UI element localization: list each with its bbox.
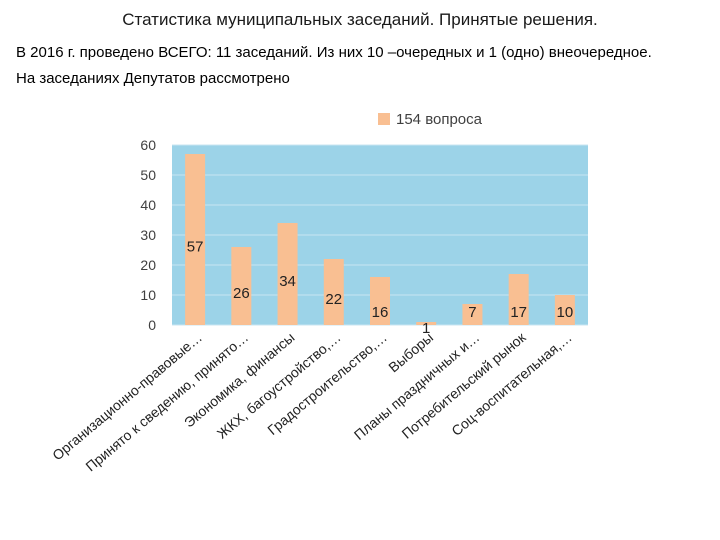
y-tick-label: 40 [140,197,156,213]
bar [277,223,298,325]
bar [231,247,252,325]
y-tick-label: 50 [140,167,156,183]
data-label: 17 [510,304,527,321]
data-label: 1 [422,320,430,337]
bar [508,274,529,325]
data-label: 34 [279,273,296,290]
data-label: 7 [468,304,476,321]
bar [185,154,206,325]
summary-text: В 2016 г. проведено ВСЕГО: 11 заседаний.… [16,44,652,61]
y-tick-label: 10 [140,287,156,303]
data-label: 16 [372,304,389,321]
y-tick-label: 20 [140,257,156,273]
bar [462,304,483,325]
bar [323,259,344,325]
data-label: 26 [233,285,250,302]
data-label: 57 [187,239,204,256]
summary-subtext: На заседаниях Депутатов рассмотрено [16,70,290,87]
legend-swatch [378,113,390,125]
bar [416,322,437,325]
data-label: 10 [557,304,574,321]
y-tick-label: 0 [148,317,156,333]
y-tick-label: 60 [140,137,156,153]
bar [370,277,390,325]
legend-label: 154 вопроса [396,111,483,128]
page-title: Статистика муниципальных заседаний. Прин… [122,10,598,29]
category-labels: Организационно-правовые…Принято к сведен… [49,328,575,474]
bar [554,295,575,325]
data-label: 22 [325,291,342,308]
y-axis-ticks: 0 10 20 30 40 50 60 [140,137,156,333]
legend: 154 вопроса [378,111,483,128]
bars [185,154,575,325]
y-tick-label: 30 [140,227,156,243]
